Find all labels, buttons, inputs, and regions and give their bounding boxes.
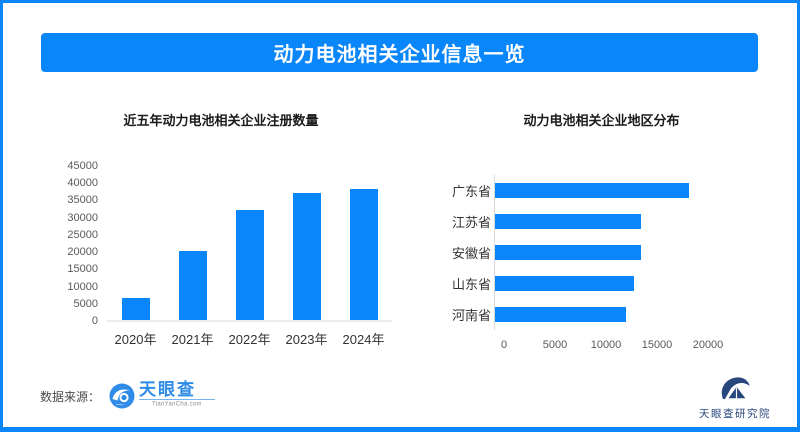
research-institute-logo: 天眼查研究院 <box>699 375 771 421</box>
category-label: 河南省 <box>452 308 492 323</box>
right-chart-rows: 广东省江苏省安徽省山东省河南省 <box>452 175 763 330</box>
y-tick-label: 45000 <box>67 160 98 172</box>
bar-track <box>494 206 729 237</box>
x-tick-label: 2023年 <box>285 332 328 347</box>
tianyancha-eye-icon <box>109 383 135 409</box>
left-chart-y-axis: 0 5000 10000 15000 20000 25000 30000 35000 40000… <box>45 161 107 327</box>
bar-track <box>494 299 729 330</box>
x-tick-label: 2021年 <box>171 332 214 347</box>
tianyancha-logo-text: 天眼查 TianYanCha.com <box>139 381 215 411</box>
bar-track <box>494 175 729 206</box>
y-tick-label: 25000 <box>67 228 98 241</box>
data-source-label: 数据来源： <box>40 389 101 404</box>
bar <box>495 214 641 229</box>
right-chart-x-axis: 0 5000 10000 15000 20000 <box>500 339 739 353</box>
x-tick-label: 15000 <box>641 339 673 351</box>
page-title: 动力电池相关企业信息一览 <box>273 44 526 66</box>
y-tick-label: 15000 <box>67 263 98 276</box>
bar <box>349 189 378 320</box>
chart-row: 山东省 <box>452 268 763 299</box>
bar <box>178 251 207 320</box>
tianyancha-logo: 天眼查 TianYanCha.com <box>109 381 215 411</box>
bar <box>495 307 626 322</box>
chart-row: 广东省 <box>452 175 763 206</box>
x-tick-label: 0 <box>500 339 508 351</box>
x-tick-label: 2022年 <box>228 332 271 347</box>
left-chart-x-axis: 2020年 2021年 2022年 2023年 2024年 <box>107 329 392 348</box>
page-title-banner: 动力电池相关企业信息一览 <box>41 33 758 72</box>
bar-track <box>494 237 729 268</box>
chart-row: 安徽省 <box>452 237 763 268</box>
left-chart-plot-area: 0 5000 10000 15000 20000 25000 30000 35000 40000… <box>45 161 397 327</box>
left-chart-bars <box>107 167 392 322</box>
chart-row: 河南省 <box>452 299 763 330</box>
x-tick-label: 20000 <box>692 339 724 351</box>
bar <box>495 183 689 198</box>
y-tick-label: 0 <box>91 315 98 327</box>
left-chart-title: 近五年动力电池相关企业注册数量 <box>123 113 319 128</box>
y-tick-label: 35000 <box>67 194 98 207</box>
bar <box>495 245 641 260</box>
bar <box>292 192 321 320</box>
right-chart-title: 动力电池相关企业地区分布 <box>523 113 680 128</box>
category-label: 江苏省 <box>452 215 492 230</box>
bar <box>235 209 264 320</box>
distribution-bar-chart: 动力电池相关企业地区分布 广东省江苏省安徽省山东省河南省 0 5000 10000 1… <box>440 103 763 353</box>
bar-track <box>494 268 729 299</box>
research-institute-label: 天眼查研究院 <box>699 408 771 420</box>
bar <box>121 297 150 320</box>
category-label: 山东省 <box>452 277 492 292</box>
bar <box>495 276 634 291</box>
x-tick-label: 5000 <box>542 339 568 351</box>
category-label: 安徽省 <box>452 246 492 261</box>
y-tick-label: 20000 <box>67 246 98 259</box>
y-tick-label: 10000 <box>67 280 98 293</box>
x-tick-label: 10000 <box>590 339 622 351</box>
research-institute-icon <box>721 377 750 400</box>
registrations-bar-chart: 近五年动力电池相关企业注册数量 0 5000 10000 15000 20000 2500… <box>45 103 397 348</box>
x-tick-label: 2020年 <box>114 332 157 347</box>
x-tick-label: 2024年 <box>342 332 385 347</box>
y-tick-label: 40000 <box>67 177 98 190</box>
chart-row: 江苏省 <box>452 206 763 237</box>
y-tick-label: 5000 <box>73 297 98 310</box>
y-tick-label: 30000 <box>67 211 98 224</box>
data-source: 数据来源： 天眼查 TianYanCha.com <box>40 381 215 411</box>
category-label: 广东省 <box>452 184 492 199</box>
